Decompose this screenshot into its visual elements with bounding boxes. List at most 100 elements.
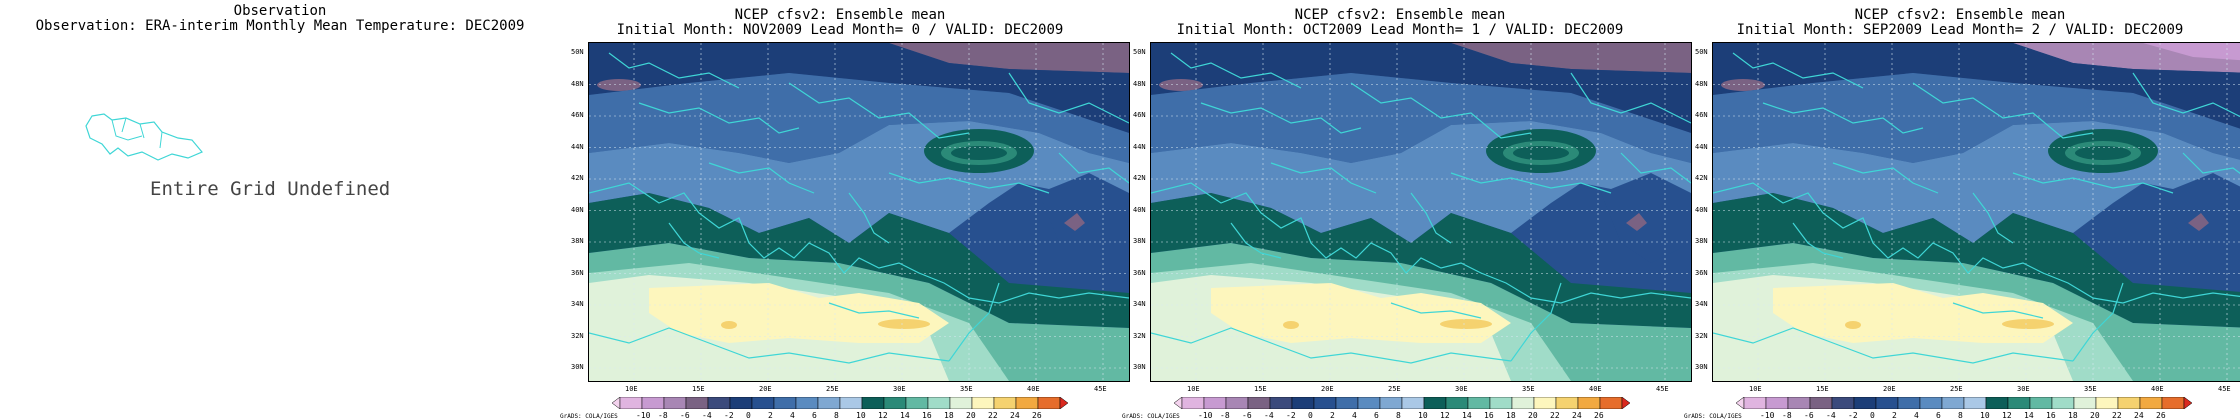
coastline-border	[1732, 52, 1864, 89]
colorbar-label: 4	[790, 411, 795, 420]
coastline-border	[1570, 72, 1691, 124]
colorbar-cell	[1765, 397, 1789, 409]
colorbar-label: -6	[1242, 411, 1252, 420]
cold-anomaly-region	[889, 43, 1129, 73]
forecast-map-3	[1712, 42, 2240, 382]
colorbar-label: 0	[1870, 411, 1875, 420]
panel-1-title-line1: NCEP cfsv2: Ensemble mean	[734, 7, 946, 23]
colorbar-cell	[1897, 397, 1921, 409]
coastline-border	[668, 222, 720, 259]
latitude-label: 42N	[1133, 174, 1146, 182]
colorbar-cell	[993, 397, 1017, 409]
latitude-label: 34N	[571, 300, 584, 308]
coastline-border	[1058, 152, 1129, 184]
latitude-label: 32N	[571, 331, 584, 340]
longitude-label: 10E	[1187, 385, 1200, 393]
temperature-field	[1713, 43, 2240, 381]
coastline-border	[608, 52, 740, 89]
colorbar-label: 12	[878, 411, 888, 420]
colorbar-cell	[1445, 397, 1469, 409]
panel-2-title-line2: Initial Month: OCT2009 Lead Month= 1 / V…	[1176, 22, 1624, 38]
colorbar-label: -8	[1782, 411, 1792, 420]
longitude-label: 40E	[1027, 385, 1040, 393]
colorbar-cell	[2117, 397, 2141, 409]
latitude-label: 44N	[1695, 142, 1708, 151]
grads-credit: GrADS: COLA/IGES	[560, 413, 618, 420]
entire-grid-undefined-message: Entire Grid Undefined	[150, 178, 391, 200]
field-band-teal	[589, 193, 1129, 328]
colorbar-cell	[641, 397, 665, 409]
warm-anomaly-region	[721, 321, 737, 329]
latitude-label: 46N	[571, 111, 584, 119]
colorbar-label: 16	[1484, 411, 1494, 420]
colorbar-label: 18	[944, 411, 954, 420]
latitude-label: 38N	[1133, 237, 1146, 245]
colorbar-cell	[1577, 397, 1601, 409]
longitude-label: 40E	[2151, 385, 2164, 393]
latitude-label: 34N	[1133, 300, 1146, 308]
colorbar-label: 0	[1308, 411, 1313, 420]
forecast-map-2	[1150, 42, 1692, 382]
colorbar-cell	[1423, 397, 1447, 409]
colorbar-cell	[663, 397, 687, 409]
field-band-deep-blue	[1601, 173, 1691, 263]
warm-anomaly-region	[878, 319, 930, 329]
colorbar-cell	[905, 397, 929, 409]
colorbar-cell	[729, 397, 753, 409]
colorbar-cell	[2183, 397, 2193, 409]
latitude-label: 36N	[571, 268, 584, 277]
longitude-label: 15E	[1254, 385, 1267, 393]
colorbar-cell	[1599, 397, 1623, 409]
latitude-label: 48N	[571, 79, 584, 88]
field-band-dark	[1151, 43, 1691, 133]
cold-anomaly-region	[1064, 213, 1085, 231]
colorbar-label: -2	[724, 411, 734, 420]
colorbar-label: 8	[834, 411, 839, 420]
colorbar-label: 8	[1396, 411, 1401, 420]
colorbar-label: 12	[1440, 411, 1450, 420]
observation-title-line1: Observation	[233, 3, 327, 19]
colorbar-cell	[883, 397, 907, 409]
colorbar-label: -4	[1826, 411, 1836, 420]
colorbar-cell	[1555, 397, 1579, 409]
colorbar-cell	[2051, 397, 2075, 409]
coastline-border	[828, 302, 920, 319]
field-band-blue	[589, 73, 1129, 163]
latitude-label: 46N	[1695, 111, 1708, 119]
coastline-border	[2182, 152, 2240, 174]
colorbar-cell	[949, 397, 973, 409]
field-band-blue	[1151, 73, 1691, 163]
colorbar-label: -2	[1286, 411, 1296, 420]
latitude-label: 40N	[1695, 205, 1708, 214]
latitude-label: 36N	[1695, 268, 1708, 277]
colorbar-label: 22	[1550, 411, 1560, 420]
coastline-border	[1912, 82, 2094, 139]
longitude-label: 10E	[625, 385, 638, 393]
colorbar-label: -2	[1848, 411, 1858, 420]
coastline-border	[1510, 282, 1562, 362]
colorbar-cell	[795, 397, 819, 409]
grads-credit: GrADS: COLA/IGES	[1684, 413, 1742, 420]
coastline-border	[1151, 182, 1691, 304]
colorbar-cell	[861, 397, 885, 409]
colorbar-label: 10	[1418, 411, 1428, 420]
longitude-label: 35E	[2084, 385, 2097, 393]
coastline-border	[2132, 72, 2240, 118]
coastline-border	[1792, 222, 1844, 259]
coastline-border	[1620, 152, 1691, 184]
cold-anomaly-region	[597, 79, 641, 91]
colorbar-cell	[971, 397, 995, 409]
temperature-field	[589, 43, 1129, 381]
colorbar-cell	[2029, 397, 2053, 409]
coastline-border	[1151, 327, 1512, 364]
colorbar-cell	[1335, 397, 1359, 409]
colorbar-label: 14	[2024, 411, 2034, 420]
panel-3-title-line1: NCEP cfsv2: Ensemble mean	[1854, 7, 2066, 23]
colorbar-cell	[1313, 397, 1337, 409]
latitude-label: 46N	[1133, 111, 1146, 119]
cold-anomaly-region	[2188, 213, 2209, 231]
cold-anomaly-region	[1159, 79, 1203, 91]
colorbar-cell	[1357, 397, 1381, 409]
coastline-border	[1410, 192, 1452, 244]
colorbar-cell	[1736, 397, 1745, 409]
